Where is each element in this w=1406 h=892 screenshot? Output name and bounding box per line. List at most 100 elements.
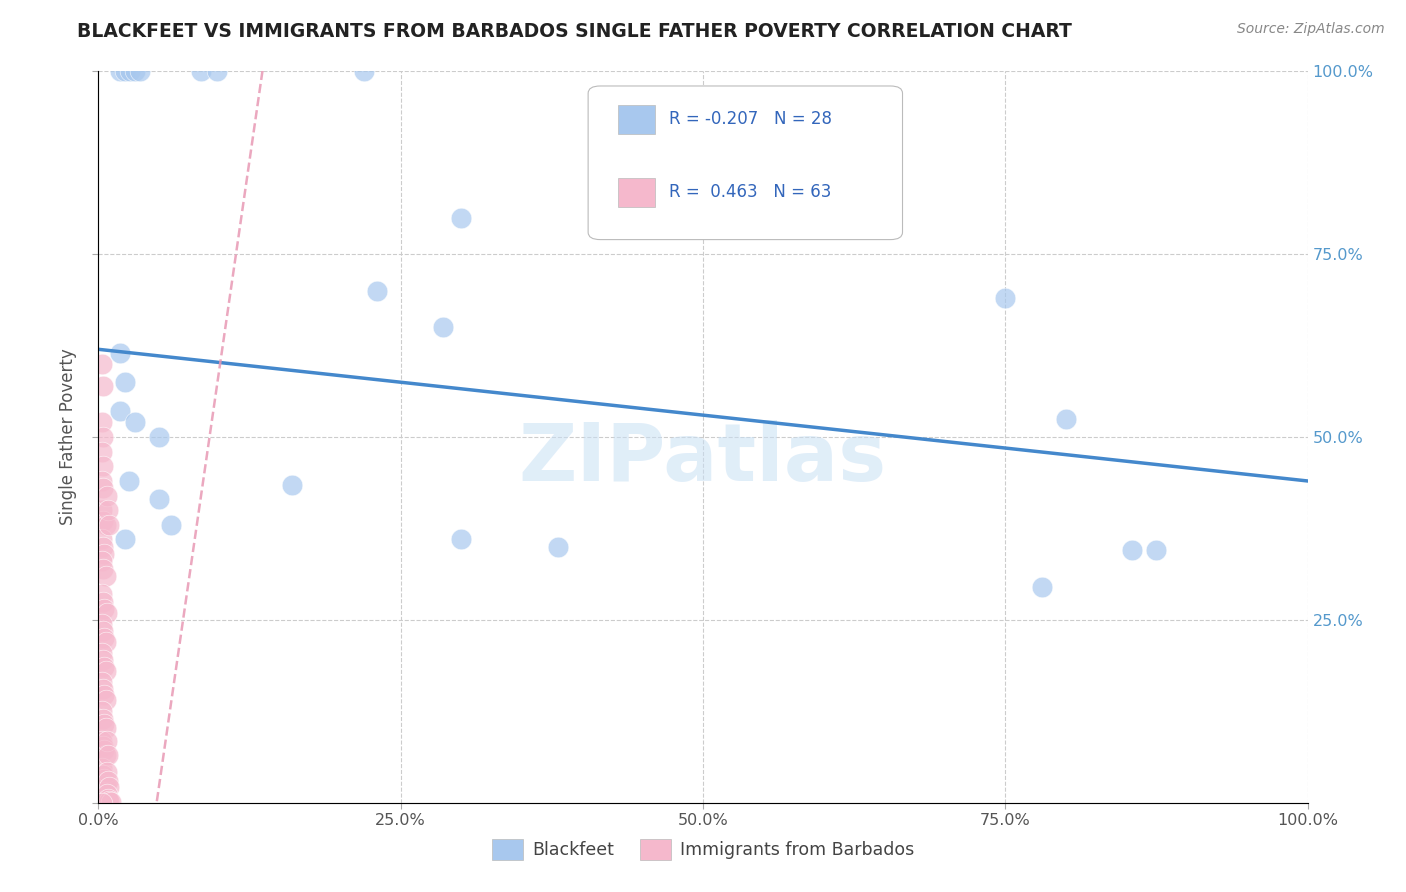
Point (91, 796, 114, 810)
Point (93, 547, 115, 561)
Point (91, 616, 114, 631)
Point (96, 733, 118, 747)
Text: Source: ZipAtlas.com: Source: ZipAtlas.com (1237, 22, 1385, 37)
Point (91, 712, 114, 726)
Point (96, 787, 118, 801)
Point (91, 646, 114, 660)
Point (98, 517, 121, 532)
Point (97, 773, 120, 788)
Point (91, 761, 114, 775)
Point (94, 569, 117, 583)
Point (1121, 543, 1143, 558)
Point (91, 739, 114, 753)
Point (160, 517, 183, 532)
Point (91, 653, 114, 667)
Point (91, 682, 114, 697)
Point (108, 64, 131, 78)
Point (98, 794, 121, 808)
Point (190, 64, 212, 78)
Point (124, 64, 146, 78)
Point (98, 780, 121, 794)
Point (91, 379, 114, 393)
Point (353, 64, 375, 78)
Point (91, 624, 114, 638)
Point (91, 481, 114, 495)
Point (97, 748, 120, 763)
Point (148, 492, 170, 507)
Point (91, 540, 114, 554)
Point (108, 404, 131, 418)
Point (118, 64, 141, 78)
FancyBboxPatch shape (619, 178, 655, 207)
Point (91, 789, 114, 804)
Point (91, 416, 114, 430)
Point (94, 693, 117, 707)
Point (1054, 412, 1077, 426)
Point (124, 416, 146, 430)
Point (91, 705, 114, 719)
Point (91, 587, 114, 601)
Point (94, 635, 117, 649)
Point (91, 554, 114, 568)
Point (91, 444, 114, 458)
Point (432, 320, 454, 334)
Point (450, 533, 472, 547)
Point (93, 772, 115, 787)
Point (94, 778, 117, 792)
Point (96, 489, 118, 503)
Point (118, 474, 141, 488)
Point (94, 721, 117, 735)
Point (91, 768, 114, 782)
Point (128, 64, 150, 78)
Point (281, 477, 304, 491)
Text: R =  0.463   N = 63: R = 0.463 N = 63 (669, 184, 831, 202)
Point (91, 594, 114, 608)
Point (93, 793, 115, 807)
Point (114, 64, 136, 78)
Point (91, 357, 114, 371)
Point (100, 795, 122, 809)
Point (91, 514, 114, 528)
Point (96, 765, 118, 780)
Y-axis label: Single Father Poverty: Single Father Poverty (59, 349, 77, 525)
Point (93, 632, 115, 646)
Point (148, 430, 170, 444)
Point (994, 291, 1017, 305)
FancyBboxPatch shape (588, 86, 903, 240)
Point (93, 716, 115, 731)
Text: BLACKFEET VS IMMIGRANTS FROM BARBADOS SINGLE FATHER POVERTY CORRELATION CHART: BLACKFEET VS IMMIGRANTS FROM BARBADOS SI… (77, 22, 1073, 41)
Point (93, 688, 115, 702)
Point (97, 503, 120, 517)
Point (93, 602, 115, 616)
Text: ZIPatlas: ZIPatlas (519, 420, 887, 498)
Point (91, 794, 114, 808)
Point (96, 606, 118, 620)
Point (1031, 580, 1053, 594)
Point (450, 211, 472, 225)
Point (366, 284, 388, 298)
Point (547, 540, 569, 554)
Point (205, 64, 228, 78)
Point (1146, 543, 1168, 558)
Point (91, 459, 114, 474)
Point (93, 743, 115, 757)
Point (91, 675, 114, 690)
Legend: Blackfeet, Immigrants from Barbados: Blackfeet, Immigrants from Barbados (492, 838, 914, 860)
Point (91, 795, 114, 809)
Point (93, 660, 115, 674)
Point (97, 792, 120, 806)
Text: R = -0.207   N = 28: R = -0.207 N = 28 (669, 111, 832, 128)
Point (91, 562, 114, 576)
Point (94, 664, 117, 678)
Point (91, 503, 114, 517)
Point (94, 517, 117, 532)
Point (114, 376, 136, 390)
Point (91, 733, 114, 747)
Point (91, 430, 114, 444)
Point (91, 785, 114, 799)
Point (108, 346, 131, 360)
Point (91, 533, 114, 547)
Point (94, 748, 117, 763)
FancyBboxPatch shape (619, 105, 655, 134)
Point (114, 533, 136, 547)
